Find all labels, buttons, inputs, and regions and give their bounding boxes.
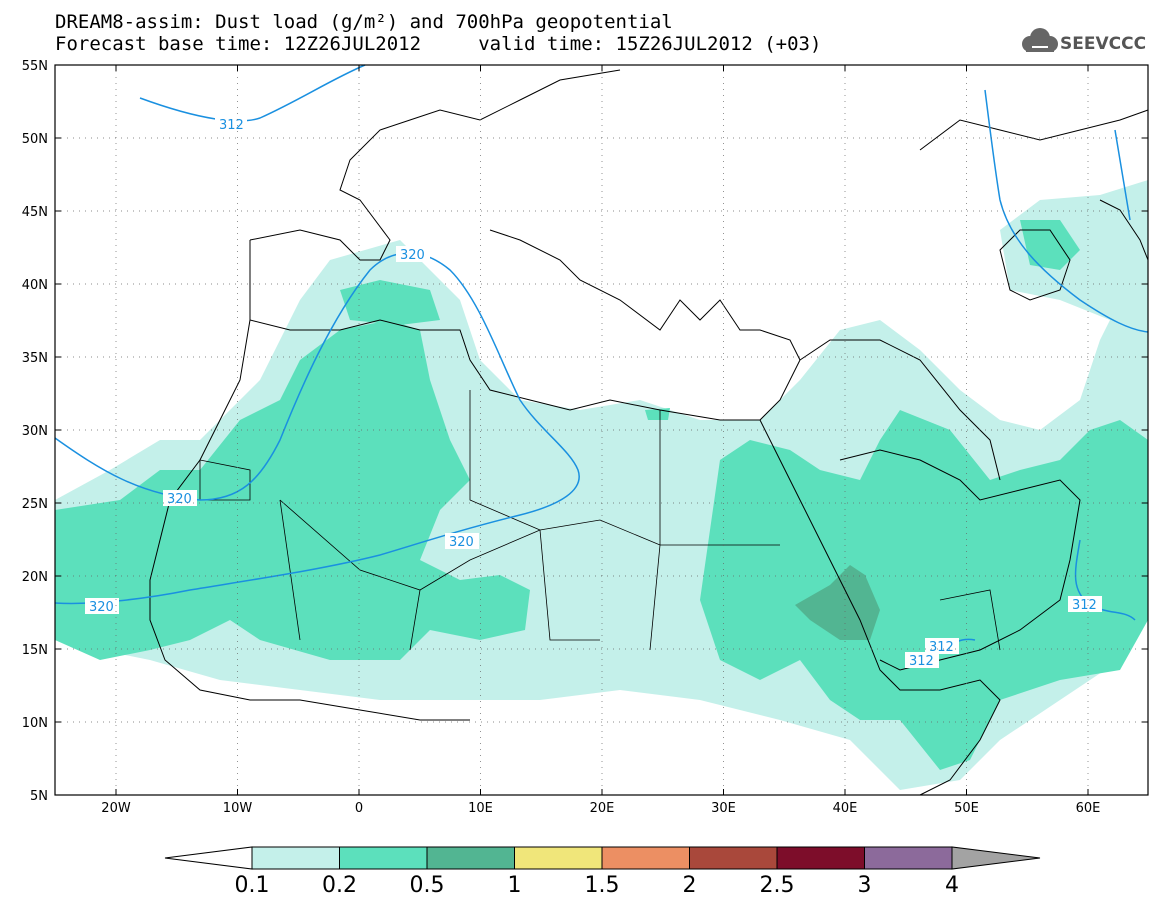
lat-label: 30N (22, 424, 48, 439)
gridlines (55, 65, 1148, 795)
colorbar-level-label: 0.5 (410, 873, 445, 898)
contour-label: 312 (1072, 598, 1097, 613)
lon-label: 50E (954, 801, 979, 816)
colorbar-segment (339, 846, 428, 870)
lon-label: 10E (468, 801, 493, 816)
lon-label: 0 (355, 801, 363, 816)
colorbar-level-label: 1 (508, 873, 522, 898)
colorbar-under-triangle (164, 846, 253, 870)
lon-label: 60E (1076, 801, 1101, 816)
colorbar-level-label: 2 (683, 873, 697, 898)
lon-label: 40E (833, 801, 858, 816)
colorbar-segment (864, 846, 953, 870)
contour-label: 312 (909, 654, 934, 669)
lon-label: 20E (590, 801, 615, 816)
country-borders (199, 390, 1001, 651)
longitude-labels: 20W 10W 0 10E 20E 30E 40E 50E 60E (101, 801, 1100, 816)
colorbar-level-label: 3 (858, 873, 872, 898)
map-title-line2: Forecast base time: 12Z26JUL2012 valid t… (55, 33, 822, 55)
lat-label: 10N (22, 716, 48, 731)
logo-text: SEEVCCC (1060, 34, 1146, 54)
lat-label: 50N (22, 132, 48, 147)
contour-label: 320 (167, 492, 192, 507)
contour-label: 320 (89, 600, 114, 615)
contour-label: 312 (219, 118, 244, 133)
contour-labels: 312 320 320 320 320 312 312 312 (85, 116, 1102, 669)
colorbar-segment (251, 846, 340, 870)
dust-shading-dark (795, 565, 880, 640)
colorbar-level-label: 1.5 (585, 873, 620, 898)
cloud-logo-icon (1022, 28, 1058, 52)
seevccc-logo: SEEVCCC (1022, 28, 1146, 54)
colorbar-level-label: 0.1 (235, 873, 270, 898)
lat-label: 55N (22, 59, 48, 74)
lat-label: 15N (22, 643, 48, 658)
colorbar-segment (689, 846, 778, 870)
lat-label: 20N (22, 570, 48, 585)
axis-ticks (55, 64, 1148, 796)
map-title-line1: DREAM8-assim: Dust load (g/m²) and 700hP… (55, 11, 673, 33)
contour-label: 312 (929, 640, 954, 655)
colorbar-over-triangle (951, 846, 1041, 870)
coastlines (149, 69, 1149, 796)
colorbar-level-label: 2.5 (760, 873, 795, 898)
lon-label: 10W (223, 801, 253, 816)
lon-label: 30E (711, 801, 736, 816)
lat-label: 45N (22, 205, 48, 220)
colorbar-segment (601, 846, 690, 870)
colorbar-segment (514, 846, 603, 870)
colorbar: 0.1 0.2 0.5 1 1.5 2 2.5 3 4 (164, 846, 1041, 898)
colorbar-level-label: 0.2 (322, 873, 357, 898)
lon-label: 20W (101, 801, 131, 816)
dust-shading-medium (55, 220, 1148, 770)
colorbar-level-label: 4 (945, 873, 959, 898)
lat-label: 25N (22, 497, 48, 512)
latitude-labels: 55N 50N 45N 40N 35N 30N 25N 20N 15N 10N 5N (22, 59, 48, 804)
contour-label: 320 (449, 535, 474, 550)
lat-label: 40N (22, 278, 48, 293)
contour-label: 320 (400, 248, 425, 263)
lat-label: 5N (30, 789, 48, 804)
colorbar-segment (426, 846, 515, 870)
lat-label: 35N (22, 351, 48, 366)
colorbar-segment (776, 846, 865, 870)
